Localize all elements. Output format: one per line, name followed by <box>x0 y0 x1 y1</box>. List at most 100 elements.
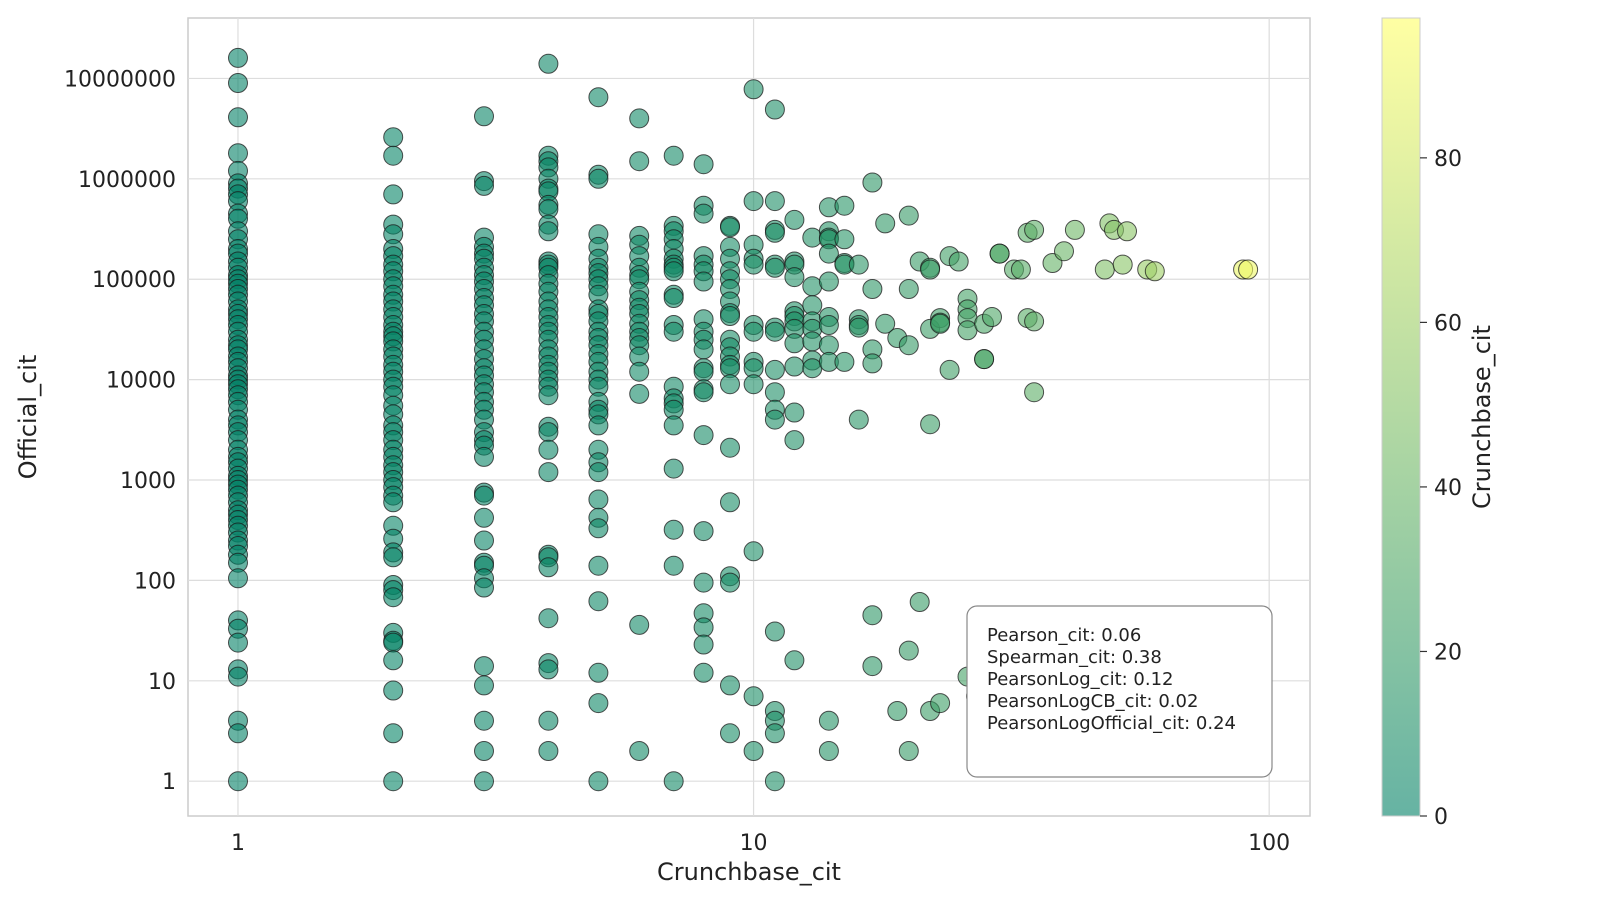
data-point <box>663 261 684 282</box>
annotation-line-spearman: Spearman_cit: 0.38 <box>987 647 1162 668</box>
data-point <box>538 557 559 578</box>
data-point <box>802 331 823 352</box>
data-point <box>784 267 805 288</box>
colorbar-ticks: 0 20 40 60 80 <box>1420 147 1462 830</box>
data-point <box>383 145 404 166</box>
data-point <box>383 632 404 653</box>
data-point <box>228 632 248 653</box>
y-tick-label: 10 <box>148 670 176 695</box>
y-tick-label: 10000 <box>106 369 176 394</box>
data-point <box>743 686 764 707</box>
data-point <box>693 382 714 403</box>
data-point <box>588 415 609 436</box>
data-point <box>1064 219 1085 240</box>
annotation-box <box>966 605 1273 778</box>
data-point <box>898 205 919 226</box>
data-point <box>720 492 740 513</box>
y-tick-label: 1000 <box>120 469 176 494</box>
data-point <box>1024 382 1045 403</box>
data-point <box>720 374 740 395</box>
data-point <box>989 243 1010 264</box>
data-point <box>693 617 714 638</box>
data-point <box>228 568 248 589</box>
data-point <box>1054 241 1074 262</box>
data-point <box>834 229 855 250</box>
data-point <box>538 53 559 74</box>
data-point <box>784 209 805 230</box>
data-point <box>588 693 609 714</box>
data-point <box>1117 221 1137 242</box>
data-point <box>474 106 494 127</box>
data-point <box>228 723 248 744</box>
data-point <box>693 339 714 360</box>
data-point <box>629 361 650 382</box>
annotation-line-pearson: Pearson_cit: 0.06 <box>987 625 1141 646</box>
data-point <box>588 662 609 683</box>
data-point <box>474 710 494 731</box>
data-point <box>538 385 559 406</box>
data-point <box>784 430 805 451</box>
data-point <box>693 572 714 593</box>
data-point <box>848 317 869 338</box>
data-point <box>862 656 883 677</box>
data-point <box>383 127 404 148</box>
data-point <box>228 47 248 68</box>
data-point <box>538 741 559 761</box>
data-point <box>818 315 839 335</box>
data-point <box>588 518 609 539</box>
data-point <box>228 666 248 687</box>
data-point <box>720 437 740 458</box>
data-point <box>629 383 650 404</box>
data-point <box>862 353 883 374</box>
data-point <box>538 710 559 731</box>
data-point <box>474 485 494 506</box>
data-point <box>887 701 908 721</box>
x-axis-ticks: 1 10 100 <box>231 831 1290 856</box>
data-point <box>1112 254 1133 275</box>
data-point <box>538 608 559 629</box>
data-point <box>693 521 714 542</box>
data-point <box>743 741 764 761</box>
data-point <box>720 306 740 326</box>
data-point <box>474 656 494 677</box>
data-point <box>720 675 740 696</box>
data-point <box>588 771 609 792</box>
data-point <box>474 446 494 467</box>
data-point <box>383 547 404 568</box>
data-point <box>898 741 919 761</box>
data-point <box>764 257 785 278</box>
data-point <box>538 439 559 460</box>
data-point <box>474 530 494 551</box>
data-point <box>228 143 248 164</box>
y-tick-label: 1000000 <box>78 168 176 193</box>
colorbar-tick-label: 0 <box>1434 805 1448 830</box>
data-point <box>743 541 764 562</box>
data-point <box>930 693 951 714</box>
data-point <box>474 741 494 761</box>
data-point <box>383 587 404 608</box>
data-point <box>743 374 764 395</box>
data-point <box>629 108 650 129</box>
data-point <box>764 409 785 430</box>
data-point <box>764 359 785 380</box>
colorbar-frame <box>1381 17 1421 817</box>
data-point <box>588 462 609 483</box>
data-point <box>538 659 559 680</box>
data-point <box>1010 259 1031 280</box>
data-point <box>930 313 951 334</box>
data-point <box>538 462 559 483</box>
data-point <box>663 321 684 342</box>
data-point <box>663 415 684 436</box>
data-point <box>629 151 650 172</box>
data-point <box>474 175 494 196</box>
y-tick-label: 100 <box>134 569 176 594</box>
data-point <box>720 723 740 744</box>
annotation-line-pearson-log: PearsonLog_cit: 0.12 <box>987 669 1174 690</box>
data-point <box>538 221 559 242</box>
y-tick-label: 10000000 <box>64 67 176 92</box>
data-point <box>663 519 684 540</box>
colorbar-gradient <box>1382 18 1420 816</box>
x-tick-label: 10 <box>740 831 768 856</box>
data-point <box>764 321 785 342</box>
